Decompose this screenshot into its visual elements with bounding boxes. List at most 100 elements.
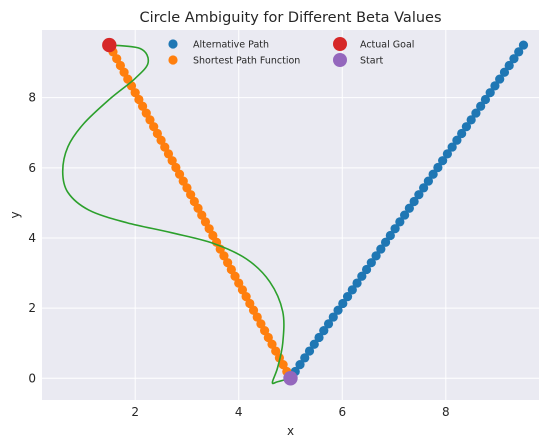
data-point	[234, 278, 244, 288]
data-point	[352, 278, 362, 288]
legend-marker	[333, 37, 347, 51]
data-point	[182, 183, 192, 193]
data-point	[342, 292, 353, 302]
legend-marker	[333, 53, 347, 67]
x-tick-label: 8	[442, 405, 450, 419]
y-tick-labels: 0 2 4 6 8	[28, 91, 36, 386]
data-point	[347, 285, 357, 295]
data-point	[156, 135, 166, 145]
data-point	[419, 183, 429, 193]
y-tick-label: 2	[28, 301, 36, 315]
x-tick-label: 6	[338, 405, 346, 419]
data-point	[271, 346, 281, 356]
data-point	[314, 332, 324, 343]
data-point	[400, 210, 410, 220]
data-point	[248, 305, 259, 315]
data-point	[252, 312, 262, 322]
data-point	[323, 319, 334, 329]
data-point	[447, 142, 457, 152]
data-point	[115, 60, 125, 71]
data-point	[208, 230, 218, 241]
data-point	[466, 115, 476, 125]
data-point	[328, 312, 338, 322]
data-point	[457, 128, 467, 139]
data-point	[499, 67, 510, 77]
data-point	[204, 224, 214, 234]
data-point	[260, 326, 270, 336]
legend-marker	[168, 55, 178, 65]
data-point	[223, 258, 233, 268]
data-point	[461, 122, 472, 132]
data-point	[230, 271, 240, 281]
data-point	[141, 108, 151, 118]
data-point	[171, 162, 181, 173]
data-point	[309, 339, 319, 349]
data-point	[385, 230, 395, 241]
plot-background	[42, 30, 539, 400]
data-point	[452, 135, 462, 145]
data-point	[433, 162, 443, 173]
legend-label: Start	[360, 56, 383, 67]
data-point	[404, 203, 414, 213]
data-point	[167, 156, 177, 166]
data-point	[226, 264, 236, 275]
data-point	[237, 285, 248, 295]
marker-actual-goal	[102, 37, 117, 53]
data-point	[319, 326, 329, 336]
x-axis-label: x	[287, 424, 294, 438]
data-point	[357, 271, 367, 281]
x-tick-label: 2	[131, 405, 139, 419]
data-point	[263, 332, 273, 343]
data-point	[504, 60, 514, 71]
legend: Alternative Path Shortest Path Function Ac…	[168, 37, 414, 67]
data-point	[509, 54, 519, 64]
chart-title: Circle Ambiguity for Different Beta Valu…	[139, 10, 441, 26]
legend-label: Actual Goal	[360, 40, 414, 51]
data-point	[518, 40, 529, 50]
data-point	[376, 244, 386, 254]
data-point	[333, 305, 343, 315]
data-point	[380, 237, 391, 247]
data-point	[300, 353, 310, 363]
y-axis-label: y	[8, 211, 22, 218]
data-point	[395, 217, 405, 227]
data-point	[495, 74, 505, 84]
data-point	[442, 149, 452, 159]
data-point	[119, 67, 129, 77]
data-point	[423, 176, 433, 186]
y-tick-label: 6	[28, 161, 36, 175]
data-point	[278, 360, 288, 370]
data-point	[134, 94, 144, 105]
data-point	[152, 128, 162, 139]
marker-start	[283, 371, 298, 386]
data-point	[471, 108, 481, 118]
green-curve-line	[61, 44, 291, 385]
data-point	[480, 94, 491, 105]
data-point	[241, 292, 251, 302]
data-point	[123, 74, 133, 84]
data-point	[390, 224, 400, 234]
data-point	[490, 81, 500, 91]
data-point	[485, 88, 495, 98]
data-point	[163, 149, 174, 159]
data-point	[130, 88, 140, 98]
data-point	[193, 203, 203, 213]
data-point	[112, 54, 122, 64]
data-point	[514, 47, 524, 57]
data-point	[145, 115, 155, 125]
legend-label: Alternative Path	[193, 40, 269, 51]
data-point	[304, 346, 315, 356]
data-point	[409, 196, 419, 207]
data-point	[189, 196, 199, 207]
data-point	[174, 169, 185, 179]
data-point	[178, 176, 188, 186]
x-tick-label: 4	[235, 405, 243, 419]
series-alternative-path	[285, 40, 529, 383]
data-point	[414, 190, 424, 200]
legend-label: Shortest Path Function	[193, 56, 300, 67]
data-point	[200, 217, 211, 227]
y-tick-label: 0	[28, 371, 36, 385]
data-point	[295, 360, 305, 370]
series-layer	[61, 37, 529, 386]
